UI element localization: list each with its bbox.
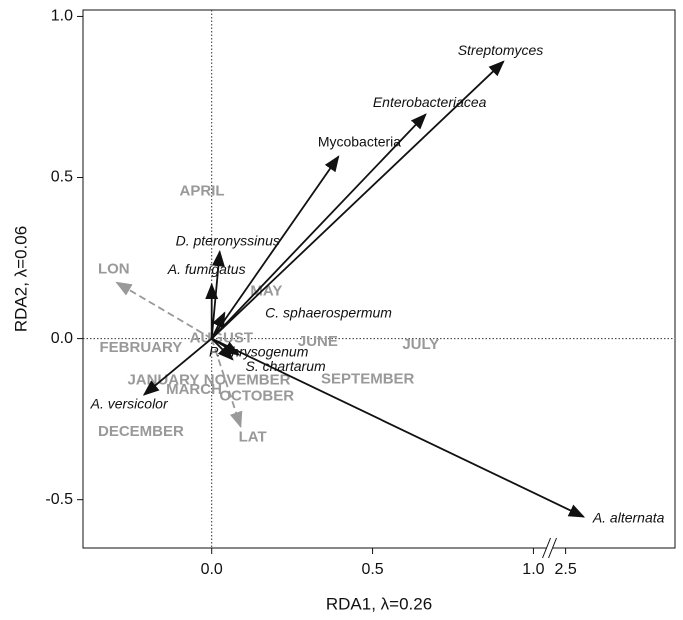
species-arrow	[211, 113, 427, 340]
x-tick-label: 1.0	[522, 561, 544, 578]
site-label: OCTOBER	[219, 388, 294, 405]
species-label: Streptomyces	[458, 42, 544, 58]
species-label: A. versicolor	[90, 395, 169, 411]
species-label: Mycobacteria	[318, 133, 401, 149]
species-label: S. chartarum	[246, 358, 326, 374]
site-label: DECEMBER	[98, 423, 184, 440]
species-label: D. pteronyssinus	[176, 232, 280, 248]
species-arrow	[210, 311, 226, 340]
y-tick-label: 0.0	[51, 330, 73, 347]
env-label: LAT	[239, 429, 267, 446]
env-arrow	[210, 338, 243, 429]
plot-frame	[82, 9, 676, 549]
env-label: LON	[98, 261, 130, 278]
species-arrow	[211, 337, 586, 518]
site-label: APRIL	[180, 182, 225, 199]
species-arrow	[211, 337, 234, 361]
axis-break-gap	[546, 546, 553, 552]
y-tick-label: -0.5	[45, 491, 73, 508]
site-label: SEPTEMBER	[321, 370, 415, 387]
species-label: C. sphaerospermum	[265, 305, 392, 321]
site-label: MARCH	[166, 381, 222, 398]
site-label: JULY	[402, 336, 439, 353]
species-arrow	[210, 155, 340, 340]
env-arrow	[115, 281, 213, 340]
site-label: JUNE	[298, 333, 338, 350]
x-tick-label: 0.0	[201, 561, 223, 578]
x-tick-label: 0.5	[361, 561, 383, 578]
x-tick-label: 2.5	[554, 561, 576, 578]
axis-break	[548, 537, 557, 559]
y-axis-label: RDA2, λ=0.06	[11, 226, 30, 332]
site-label: FEBRUARY	[100, 339, 183, 356]
site-label: NOVEMBER	[204, 371, 291, 388]
x-axis-label: RDA1, λ=0.26	[326, 594, 432, 613]
species-label: Enterobacteriacea	[373, 94, 487, 110]
y-tick-label: 1.0	[51, 8, 73, 25]
species-arrow	[142, 337, 213, 396]
species-label: A. alternata	[592, 509, 665, 525]
species-arrow	[211, 60, 505, 340]
species-label: P. chrysogenum	[209, 343, 309, 359]
axis-break	[542, 537, 551, 559]
y-tick-label: 0.5	[51, 169, 73, 186]
species-label: A. fumigatus	[167, 261, 246, 277]
